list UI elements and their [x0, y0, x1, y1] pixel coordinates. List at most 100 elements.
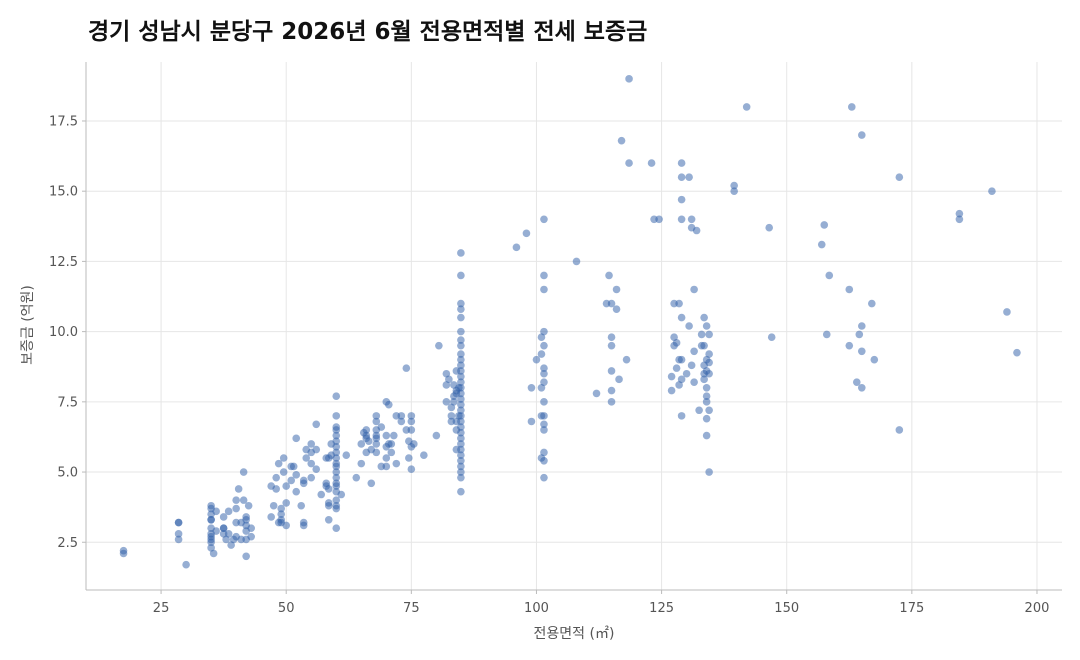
data-point [690, 378, 698, 386]
data-point [730, 187, 738, 195]
data-point [540, 398, 548, 406]
data-point [234, 485, 243, 493]
data-point [317, 490, 326, 499]
data-point [702, 383, 711, 392]
data-point [372, 440, 381, 448]
data-point [540, 364, 548, 372]
data-point [765, 223, 773, 232]
data-point [677, 355, 686, 364]
data-point [532, 355, 541, 364]
data-point [845, 341, 854, 350]
data-point [622, 355, 631, 364]
data-point [540, 369, 548, 378]
data-point [857, 131, 866, 139]
data-point [332, 392, 341, 401]
data-point [332, 412, 341, 420]
data-point [457, 271, 465, 280]
data-point [420, 451, 428, 459]
data-point [324, 485, 333, 493]
data-point [702, 431, 711, 440]
data-point [272, 485, 280, 493]
data-point [607, 299, 616, 308]
data-point [705, 350, 713, 358]
data-point [705, 468, 713, 476]
data-point [247, 532, 255, 541]
data-point [277, 504, 286, 513]
data-point [242, 515, 250, 524]
data-point [820, 221, 829, 229]
data-points [119, 75, 1021, 569]
x-tick-label: 150 [774, 601, 799, 616]
data-point [457, 341, 465, 350]
y-tick-label: 2.5 [57, 536, 78, 551]
data-point [442, 398, 451, 406]
data-point [702, 414, 711, 423]
tick-labels: 25 50 75 100 125 150 175 200 2.5 5.0 7.5 10.0 12.5 15… [49, 114, 1049, 616]
x-tick-label: 200 [1025, 601, 1050, 616]
data-point [377, 423, 386, 431]
data-point [405, 454, 413, 462]
data-point [677, 313, 686, 322]
data-point [272, 473, 280, 482]
data-point [457, 487, 465, 496]
data-point [672, 364, 681, 372]
data-point [572, 257, 581, 266]
data-point [274, 459, 283, 468]
data-point [988, 187, 996, 195]
data-point [540, 448, 548, 457]
data-point [207, 538, 215, 547]
data-point [672, 339, 681, 347]
data-point [742, 103, 751, 111]
data-point [224, 530, 233, 538]
data-point [457, 378, 465, 386]
data-point [817, 240, 826, 249]
data-point [457, 336, 465, 344]
y-tick-label: 17.5 [49, 114, 78, 129]
data-point [402, 364, 411, 372]
data-point [119, 549, 128, 558]
data-point [540, 271, 548, 280]
data-point [540, 420, 548, 429]
data-point [540, 378, 548, 386]
data-point [457, 350, 465, 358]
data-point [372, 434, 381, 443]
data-point [540, 426, 548, 434]
x-axis-title: 전용면적 (㎡) [534, 626, 615, 642]
data-point [457, 473, 465, 482]
data-point [540, 285, 548, 294]
data-point [512, 243, 521, 252]
data-point [182, 560, 190, 569]
x-tick-label: 25 [153, 601, 170, 616]
x-tick-label: 50 [278, 601, 295, 616]
data-point [382, 462, 391, 471]
data-point [332, 504, 341, 513]
data-point [457, 313, 465, 322]
data-point [847, 103, 856, 111]
data-point [457, 361, 465, 370]
x-tick-label: 100 [524, 601, 549, 616]
data-point [697, 330, 706, 339]
data-point [955, 209, 964, 218]
data-point [767, 333, 776, 342]
data-point [207, 515, 215, 524]
data-point [1003, 308, 1011, 316]
data-point [282, 521, 291, 530]
data-point [700, 375, 708, 384]
data-point [372, 448, 381, 457]
data-point [282, 499, 291, 507]
data-point [392, 459, 401, 468]
data-point [677, 215, 686, 224]
data-point [457, 412, 465, 420]
data-point [332, 462, 341, 471]
data-point [457, 434, 465, 443]
data-point [702, 322, 711, 330]
data-point [224, 507, 233, 516]
data-point [242, 552, 250, 561]
data-point [357, 459, 366, 468]
data-point [825, 271, 834, 280]
data-point [410, 440, 418, 448]
data-point [232, 504, 240, 513]
data-point [307, 473, 316, 482]
data-point [332, 524, 341, 533]
data-point [677, 195, 686, 204]
